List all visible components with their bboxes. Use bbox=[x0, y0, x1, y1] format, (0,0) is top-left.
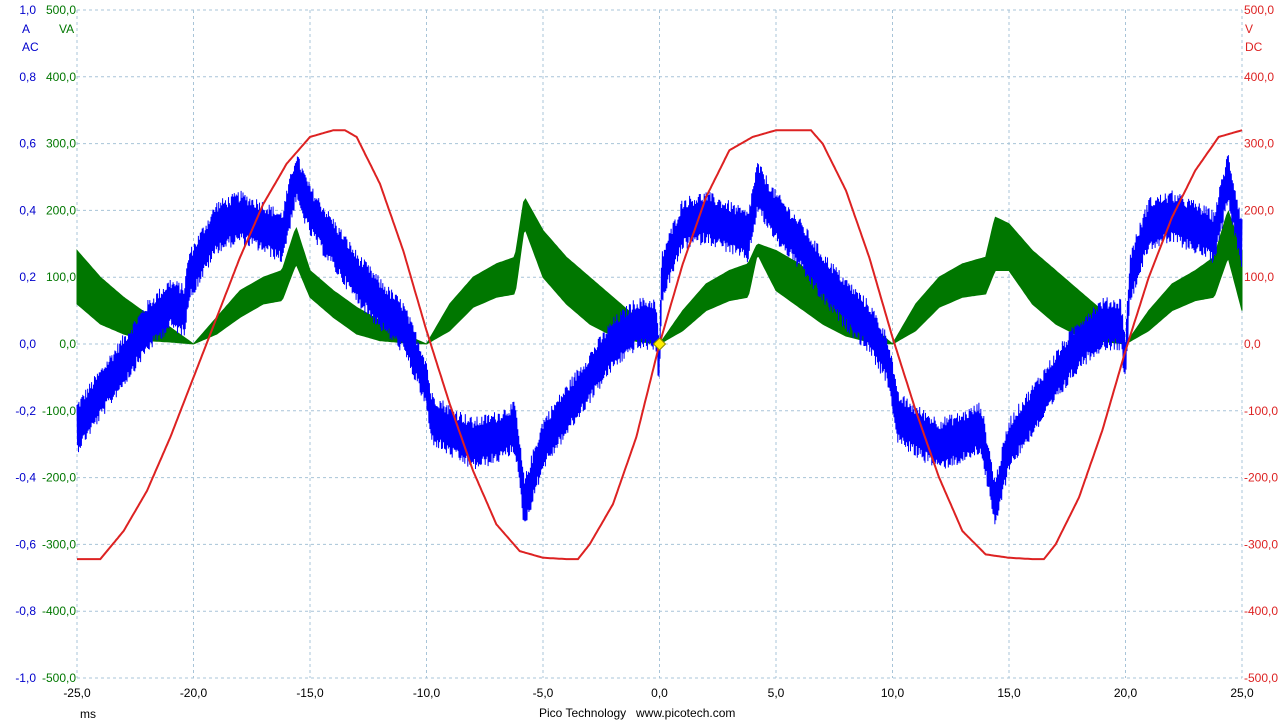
voltage-tick-label: -300,0 bbox=[1244, 537, 1278, 551]
voltage-tick-label: 100,0 bbox=[1244, 270, 1274, 284]
x-tick-label: -15,0 bbox=[296, 686, 324, 700]
voltage-tick-label: 200,0 bbox=[1244, 203, 1274, 217]
x-tick-label: -25,0 bbox=[63, 686, 91, 700]
power-tick-label: -400,0 bbox=[42, 604, 76, 618]
current-tick-label: 0,8 bbox=[19, 70, 36, 84]
power-tick-label: -100,0 bbox=[42, 404, 76, 418]
footer-brand: Pico Technology bbox=[539, 706, 626, 720]
right-voltage-coupling: DC bbox=[1245, 40, 1263, 54]
right-voltage-unit: V bbox=[1245, 22, 1253, 36]
current-tick-label: -1,0 bbox=[15, 671, 36, 685]
power-tick-label: -300,0 bbox=[42, 537, 76, 551]
x-tick-label: -20,0 bbox=[180, 686, 208, 700]
power-tick-label: 200,0 bbox=[46, 203, 76, 217]
current-tick-label: 0,0 bbox=[19, 337, 36, 351]
x-tick-label: 20,0 bbox=[1114, 686, 1138, 700]
x-tick-label: -10,0 bbox=[413, 686, 441, 700]
footer-url[interactable]: www.picotech.com bbox=[635, 706, 735, 720]
voltage-tick-label: -100,0 bbox=[1244, 404, 1278, 418]
x-tick-label: 25,0 bbox=[1230, 686, 1254, 700]
power-tick-label: 500,0 bbox=[46, 3, 76, 17]
power-tick-label: 100,0 bbox=[46, 270, 76, 284]
voltage-tick-label: 500,0 bbox=[1244, 3, 1274, 17]
current-tick-label: -0,2 bbox=[15, 404, 36, 418]
x-tick-label: 15,0 bbox=[997, 686, 1021, 700]
current-tick-label: -0,8 bbox=[15, 604, 36, 618]
voltage-tick-label: 0,0 bbox=[1244, 337, 1261, 351]
trigger-marker[interactable] bbox=[652, 337, 667, 351]
x-tick-label: 10,0 bbox=[881, 686, 905, 700]
current-tick-label: 0,2 bbox=[19, 270, 36, 284]
voltage-tick-label: -200,0 bbox=[1244, 471, 1278, 485]
trigger-diamond[interactable] bbox=[652, 337, 667, 351]
current-tick-label: -0,6 bbox=[15, 537, 36, 551]
voltage-tick-label: -400,0 bbox=[1244, 604, 1278, 618]
power-tick-label: -200,0 bbox=[42, 471, 76, 485]
x-tick-label: -5,0 bbox=[533, 686, 554, 700]
left-power-unit: VA bbox=[59, 22, 74, 36]
right-voltage-axis: 500,0 400,0 300,0 200,0 100,0 0,0 -100,0 -200,0… bbox=[1244, 3, 1278, 685]
x-axis-unit: ms bbox=[80, 707, 96, 720]
left-current-unit: A bbox=[22, 22, 30, 36]
power-tick-label: 0,0 bbox=[59, 337, 76, 351]
voltage-tick-label: -500,0 bbox=[1244, 671, 1278, 685]
current-tick-label: 1,0 bbox=[19, 3, 36, 17]
power-tick-label: -500,0 bbox=[42, 671, 76, 685]
current-tick-label: -0,4 bbox=[15, 471, 36, 485]
left-current-axis: 1,0 0,8 0,6 0,4 0,2 0,0 -0,2 -0,4 -0,6 -0,8 -1,0 bbox=[15, 3, 36, 685]
series-va-trace bbox=[76, 198, 1243, 345]
voltage-tick-label: 300,0 bbox=[1244, 137, 1274, 151]
power-tick-label: 300,0 bbox=[46, 137, 76, 151]
va-band bbox=[76, 198, 1243, 345]
x-tick-label: 5,0 bbox=[768, 686, 785, 700]
voltage-tick-label: 400,0 bbox=[1244, 70, 1274, 84]
left-current-coupling: AC bbox=[22, 40, 39, 54]
left-power-axis: 500,0 400,0 300,0 200,0 100,0 0,0 -100,0 -200,0… bbox=[42, 3, 76, 685]
x-tick-label: 0,0 bbox=[651, 686, 668, 700]
current-tick-label: 0,6 bbox=[19, 137, 36, 151]
power-tick-label: 400,0 bbox=[46, 70, 76, 84]
x-axis: -25,0 -20,0 -15,0 -10,0 -5,0 0,0 5,0 10,0 15,0 20… bbox=[63, 686, 1254, 700]
current-tick-label: 0,4 bbox=[19, 203, 36, 217]
